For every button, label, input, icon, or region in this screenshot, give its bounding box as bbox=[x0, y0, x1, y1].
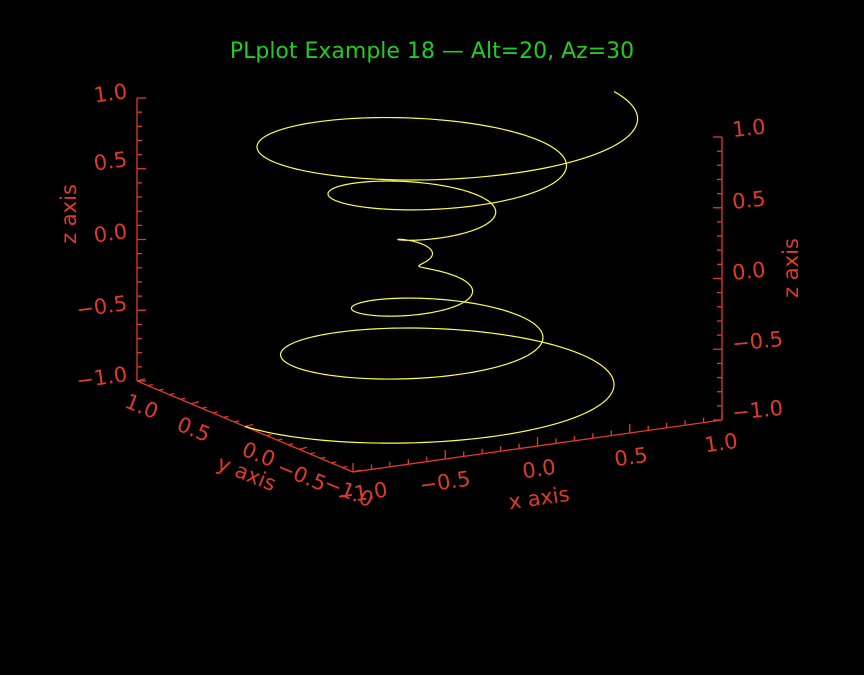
y-minor-tick-mark bbox=[223, 415, 229, 419]
y-tick-label: 1.0 bbox=[122, 389, 162, 424]
y-minor-tick-mark bbox=[342, 465, 348, 469]
y-minor-tick-mark bbox=[277, 438, 283, 441]
axes-box bbox=[136, 97, 723, 473]
z-right-tick-label: −0.5 bbox=[731, 327, 784, 356]
y-minor-tick-mark bbox=[212, 411, 218, 414]
x-axis-label: x axis bbox=[507, 482, 571, 514]
y-minor-tick-mark bbox=[288, 443, 294, 446]
y-minor-tick-mark bbox=[266, 433, 272, 437]
y-tick-mark bbox=[298, 446, 308, 450]
y-minor-tick-mark bbox=[147, 383, 153, 387]
z-right-tick-label: 0.5 bbox=[731, 187, 767, 214]
z-axis-label-left: z axis bbox=[57, 184, 81, 244]
y-tick-mark bbox=[352, 469, 362, 473]
y-tick-mark bbox=[190, 401, 200, 405]
y-minor-tick-mark bbox=[320, 456, 326, 459]
z-left-tick-label: −0.5 bbox=[75, 291, 129, 322]
y-minor-tick-mark bbox=[201, 406, 207, 409]
y-minor-tick-mark bbox=[331, 461, 337, 464]
y-minor-tick-mark bbox=[158, 388, 164, 391]
x-tick-label: 0.0 bbox=[521, 455, 557, 483]
y-tick-label: 0.5 bbox=[174, 412, 214, 447]
z-axis-label-right: z axis bbox=[779, 238, 803, 298]
helix-series-line bbox=[244, 90, 639, 444]
z-right-tick-label: 1.0 bbox=[731, 115, 767, 142]
y-minor-tick-mark bbox=[180, 397, 186, 400]
z-right-tick-label: 0.0 bbox=[731, 258, 767, 285]
x-tick-label: 1.0 bbox=[703, 429, 739, 457]
z-left-tick-label: 0.5 bbox=[92, 147, 128, 175]
y-minor-tick-mark bbox=[309, 452, 315, 455]
y-tick-mark bbox=[244, 423, 254, 428]
x-tick-label: −0.5 bbox=[418, 467, 472, 498]
z-left-tick-label: 1.0 bbox=[92, 79, 128, 107]
z-left-tick-label: 0.0 bbox=[92, 219, 128, 247]
y-minor-tick-mark bbox=[169, 393, 175, 396]
y-minor-tick-mark bbox=[234, 420, 240, 423]
x-tick-label: 0.5 bbox=[613, 443, 649, 471]
chart-title: PLplot Example 18 — Alt=20, Az=30 bbox=[230, 39, 634, 64]
z-right-tick-label: −1.0 bbox=[731, 396, 784, 425]
z-left-tick-label: −1.0 bbox=[75, 362, 129, 393]
